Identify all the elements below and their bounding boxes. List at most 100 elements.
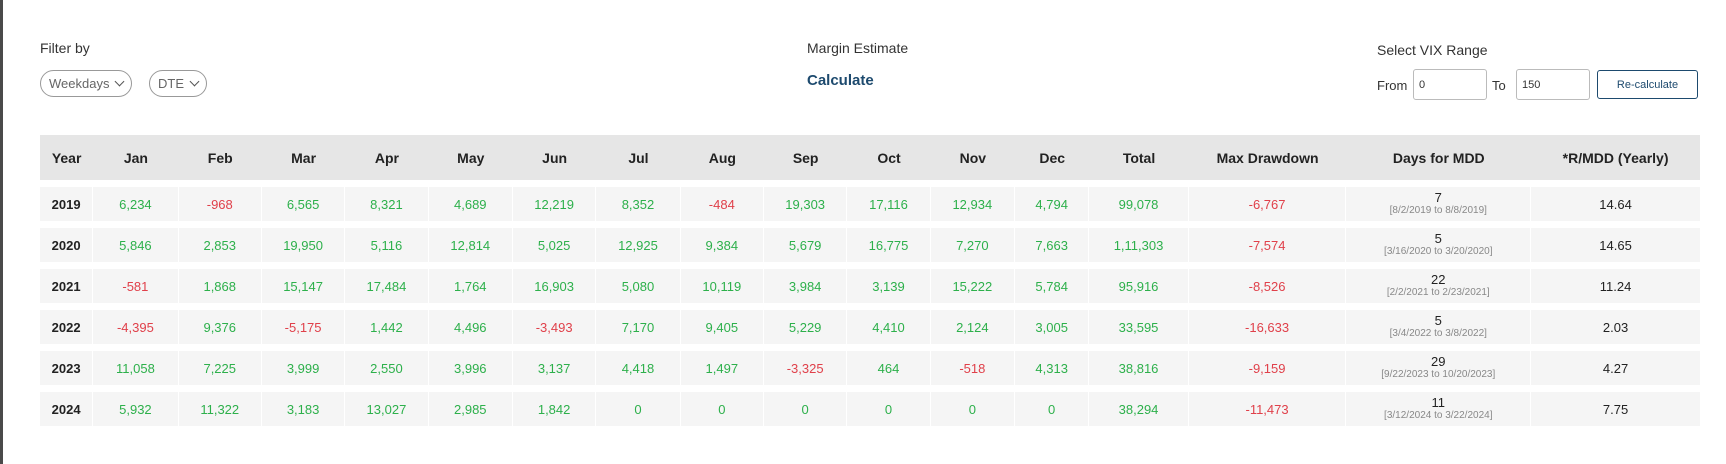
column-header: Days for MDD bbox=[1392, 149, 1485, 166]
dte-dropdown-label: DTE bbox=[158, 76, 184, 91]
month-pnl-cell: 12,219 bbox=[513, 187, 597, 221]
month-pnl-cell: -968 bbox=[179, 187, 262, 221]
margin-estimate-label: Margin Estimate bbox=[807, 40, 909, 56]
mdd-date-range: [3/4/2022 to 3/8/2022] bbox=[1389, 328, 1487, 339]
month-pnl-cell: 17,116 bbox=[847, 187, 931, 221]
weekdays-dropdown-label: Weekdays bbox=[49, 76, 110, 91]
mdd-date-range: [3/16/2020 to 3/20/2020] bbox=[1384, 246, 1493, 257]
month-pnl-cell: 19,950 bbox=[262, 228, 346, 262]
window-left-edge bbox=[0, 0, 3, 464]
r-mdd-cell: 7.75 bbox=[1602, 401, 1629, 417]
month-pnl-cell: 0 bbox=[847, 392, 931, 426]
r-mdd-cell: 11.24 bbox=[1599, 278, 1632, 294]
yearly-pnl-table: Year Jan Feb Mar Apr May Jun Jul Aug Sep Oct Nov Dec… bbox=[40, 128, 1700, 433]
month-pnl-cell: 6,234 bbox=[93, 187, 179, 221]
month-pnl-cell: 12,925 bbox=[596, 228, 681, 262]
month-pnl-cell: 10,119 bbox=[681, 269, 764, 303]
year-cell: 2019 bbox=[40, 187, 94, 221]
vix-from-label: From bbox=[1377, 78, 1408, 93]
column-header: Aug bbox=[708, 149, 736, 166]
month-pnl-cell: 2,985 bbox=[429, 392, 513, 426]
total-cell: 38,294 bbox=[1089, 392, 1189, 426]
month-pnl-cell: 9,405 bbox=[681, 310, 764, 344]
vix-to-input[interactable] bbox=[1516, 69, 1590, 100]
chevron-down-icon bbox=[189, 76, 200, 87]
max-drawdown-cell: -7,574 bbox=[1189, 228, 1347, 262]
month-pnl-cell: 4,496 bbox=[429, 310, 513, 344]
column-header: Jan bbox=[123, 149, 148, 166]
chevron-down-icon bbox=[115, 76, 125, 87]
mdd-days-value: 5 bbox=[1434, 313, 1442, 328]
column-header: Dec bbox=[1039, 149, 1066, 166]
max-drawdown-cell: -16,633 bbox=[1189, 310, 1347, 344]
year-cell: 2020 bbox=[40, 228, 94, 262]
month-pnl-cell: 3,183 bbox=[262, 392, 346, 426]
max-drawdown-cell: -11,473 bbox=[1189, 392, 1347, 426]
max-drawdown-cell: -9,159 bbox=[1189, 351, 1347, 385]
month-pnl-cell: -518 bbox=[931, 351, 1016, 385]
month-pnl-cell: 15,147 bbox=[262, 269, 346, 303]
vix-to-label: To bbox=[1492, 78, 1506, 93]
mdd-date-range: [2/2/2021 to 2/23/2021] bbox=[1386, 287, 1490, 298]
mdd-days-value: 5 bbox=[1434, 231, 1442, 246]
month-pnl-cell: 19,303 bbox=[764, 187, 848, 221]
month-pnl-cell: 0 bbox=[596, 392, 681, 426]
table-row: 2024 5,932 11,322 3,183 13,027 2,985 1,842 0 0 0 0… bbox=[40, 392, 1700, 426]
dte-dropdown[interactable]: DTE bbox=[149, 70, 207, 97]
table-row: 2023 11,058 7,225 3,999 2,550 3,996 3,137 4,418… bbox=[40, 351, 1700, 385]
month-pnl-cell: 8,352 bbox=[596, 187, 681, 221]
month-pnl-cell: -4,395 bbox=[93, 310, 179, 344]
total-cell: 95,916 bbox=[1089, 269, 1189, 303]
month-pnl-cell: 3,984 bbox=[764, 269, 848, 303]
days-for-mdd-cell: 7 [8/2/2019 to 8/8/2019] bbox=[1346, 187, 1532, 221]
weekdays-dropdown[interactable]: Weekdays bbox=[40, 70, 133, 97]
calculate-link[interactable]: Calculate bbox=[807, 72, 874, 89]
month-pnl-cell: 12,934 bbox=[931, 187, 1016, 221]
days-for-mdd-cell: 5 [3/16/2020 to 3/20/2020] bbox=[1346, 228, 1532, 262]
column-header: Year bbox=[51, 149, 82, 166]
month-pnl-cell: 5,784 bbox=[1015, 269, 1090, 303]
month-pnl-cell: 4,418 bbox=[596, 351, 681, 385]
year-cell: 2021 bbox=[40, 269, 94, 303]
month-pnl-cell: 3,996 bbox=[429, 351, 513, 385]
days-for-mdd-cell: 5 [3/4/2022 to 3/8/2022] bbox=[1346, 310, 1532, 344]
month-pnl-cell: 4,313 bbox=[1015, 351, 1090, 385]
month-pnl-cell: -484 bbox=[681, 187, 764, 221]
r-mdd-cell: 14.65 bbox=[1599, 237, 1632, 253]
month-pnl-cell: 15,222 bbox=[931, 269, 1016, 303]
column-header: Jun bbox=[542, 149, 568, 166]
month-pnl-cell: 7,170 bbox=[596, 310, 681, 344]
vix-from-input[interactable] bbox=[1413, 69, 1487, 100]
month-pnl-cell: 1,868 bbox=[179, 269, 262, 303]
month-pnl-cell: 7,663 bbox=[1015, 228, 1090, 262]
month-pnl-cell: 3,137 bbox=[513, 351, 597, 385]
month-pnl-cell: 1,842 bbox=[513, 392, 597, 426]
year-cell: 2023 bbox=[40, 351, 94, 385]
month-pnl-cell: 8,321 bbox=[345, 187, 429, 221]
r-mdd-cell: 2.03 bbox=[1602, 319, 1629, 335]
mdd-days-value: 11 bbox=[1431, 395, 1446, 410]
month-pnl-cell: 5,932 bbox=[93, 392, 179, 426]
days-for-mdd-cell: 11 [3/12/2024 to 3/22/2024] bbox=[1346, 392, 1532, 426]
month-pnl-cell: 7,225 bbox=[179, 351, 262, 385]
vix-range-label: Select VIX Range bbox=[1377, 42, 1488, 58]
mdd-days-value: 7 bbox=[1434, 190, 1442, 205]
month-pnl-cell: 4,689 bbox=[429, 187, 513, 221]
recalculate-button[interactable]: Re-calculate bbox=[1597, 70, 1698, 99]
total-cell: 33,595 bbox=[1089, 310, 1189, 344]
column-header: Sep bbox=[792, 149, 819, 166]
month-pnl-cell: 5,025 bbox=[513, 228, 597, 262]
mdd-date-range: [8/2/2019 to 8/8/2019] bbox=[1389, 205, 1487, 216]
column-header: Nov bbox=[959, 149, 987, 166]
column-header: *R/MDD (Yearly) bbox=[1562, 149, 1669, 166]
month-pnl-cell: 3,139 bbox=[847, 269, 931, 303]
month-pnl-cell: 5,229 bbox=[764, 310, 848, 344]
month-pnl-cell: 9,384 bbox=[681, 228, 764, 262]
month-pnl-cell: 7,270 bbox=[931, 228, 1016, 262]
year-cell: 2022 bbox=[40, 310, 94, 344]
month-pnl-cell: -581 bbox=[93, 269, 179, 303]
month-pnl-cell: 12,814 bbox=[429, 228, 513, 262]
column-header: Jul bbox=[628, 149, 649, 166]
days-for-mdd-cell: 29 [9/22/2023 to 10/20/2023] bbox=[1346, 351, 1532, 385]
filter-label: Filter by bbox=[40, 40, 90, 56]
